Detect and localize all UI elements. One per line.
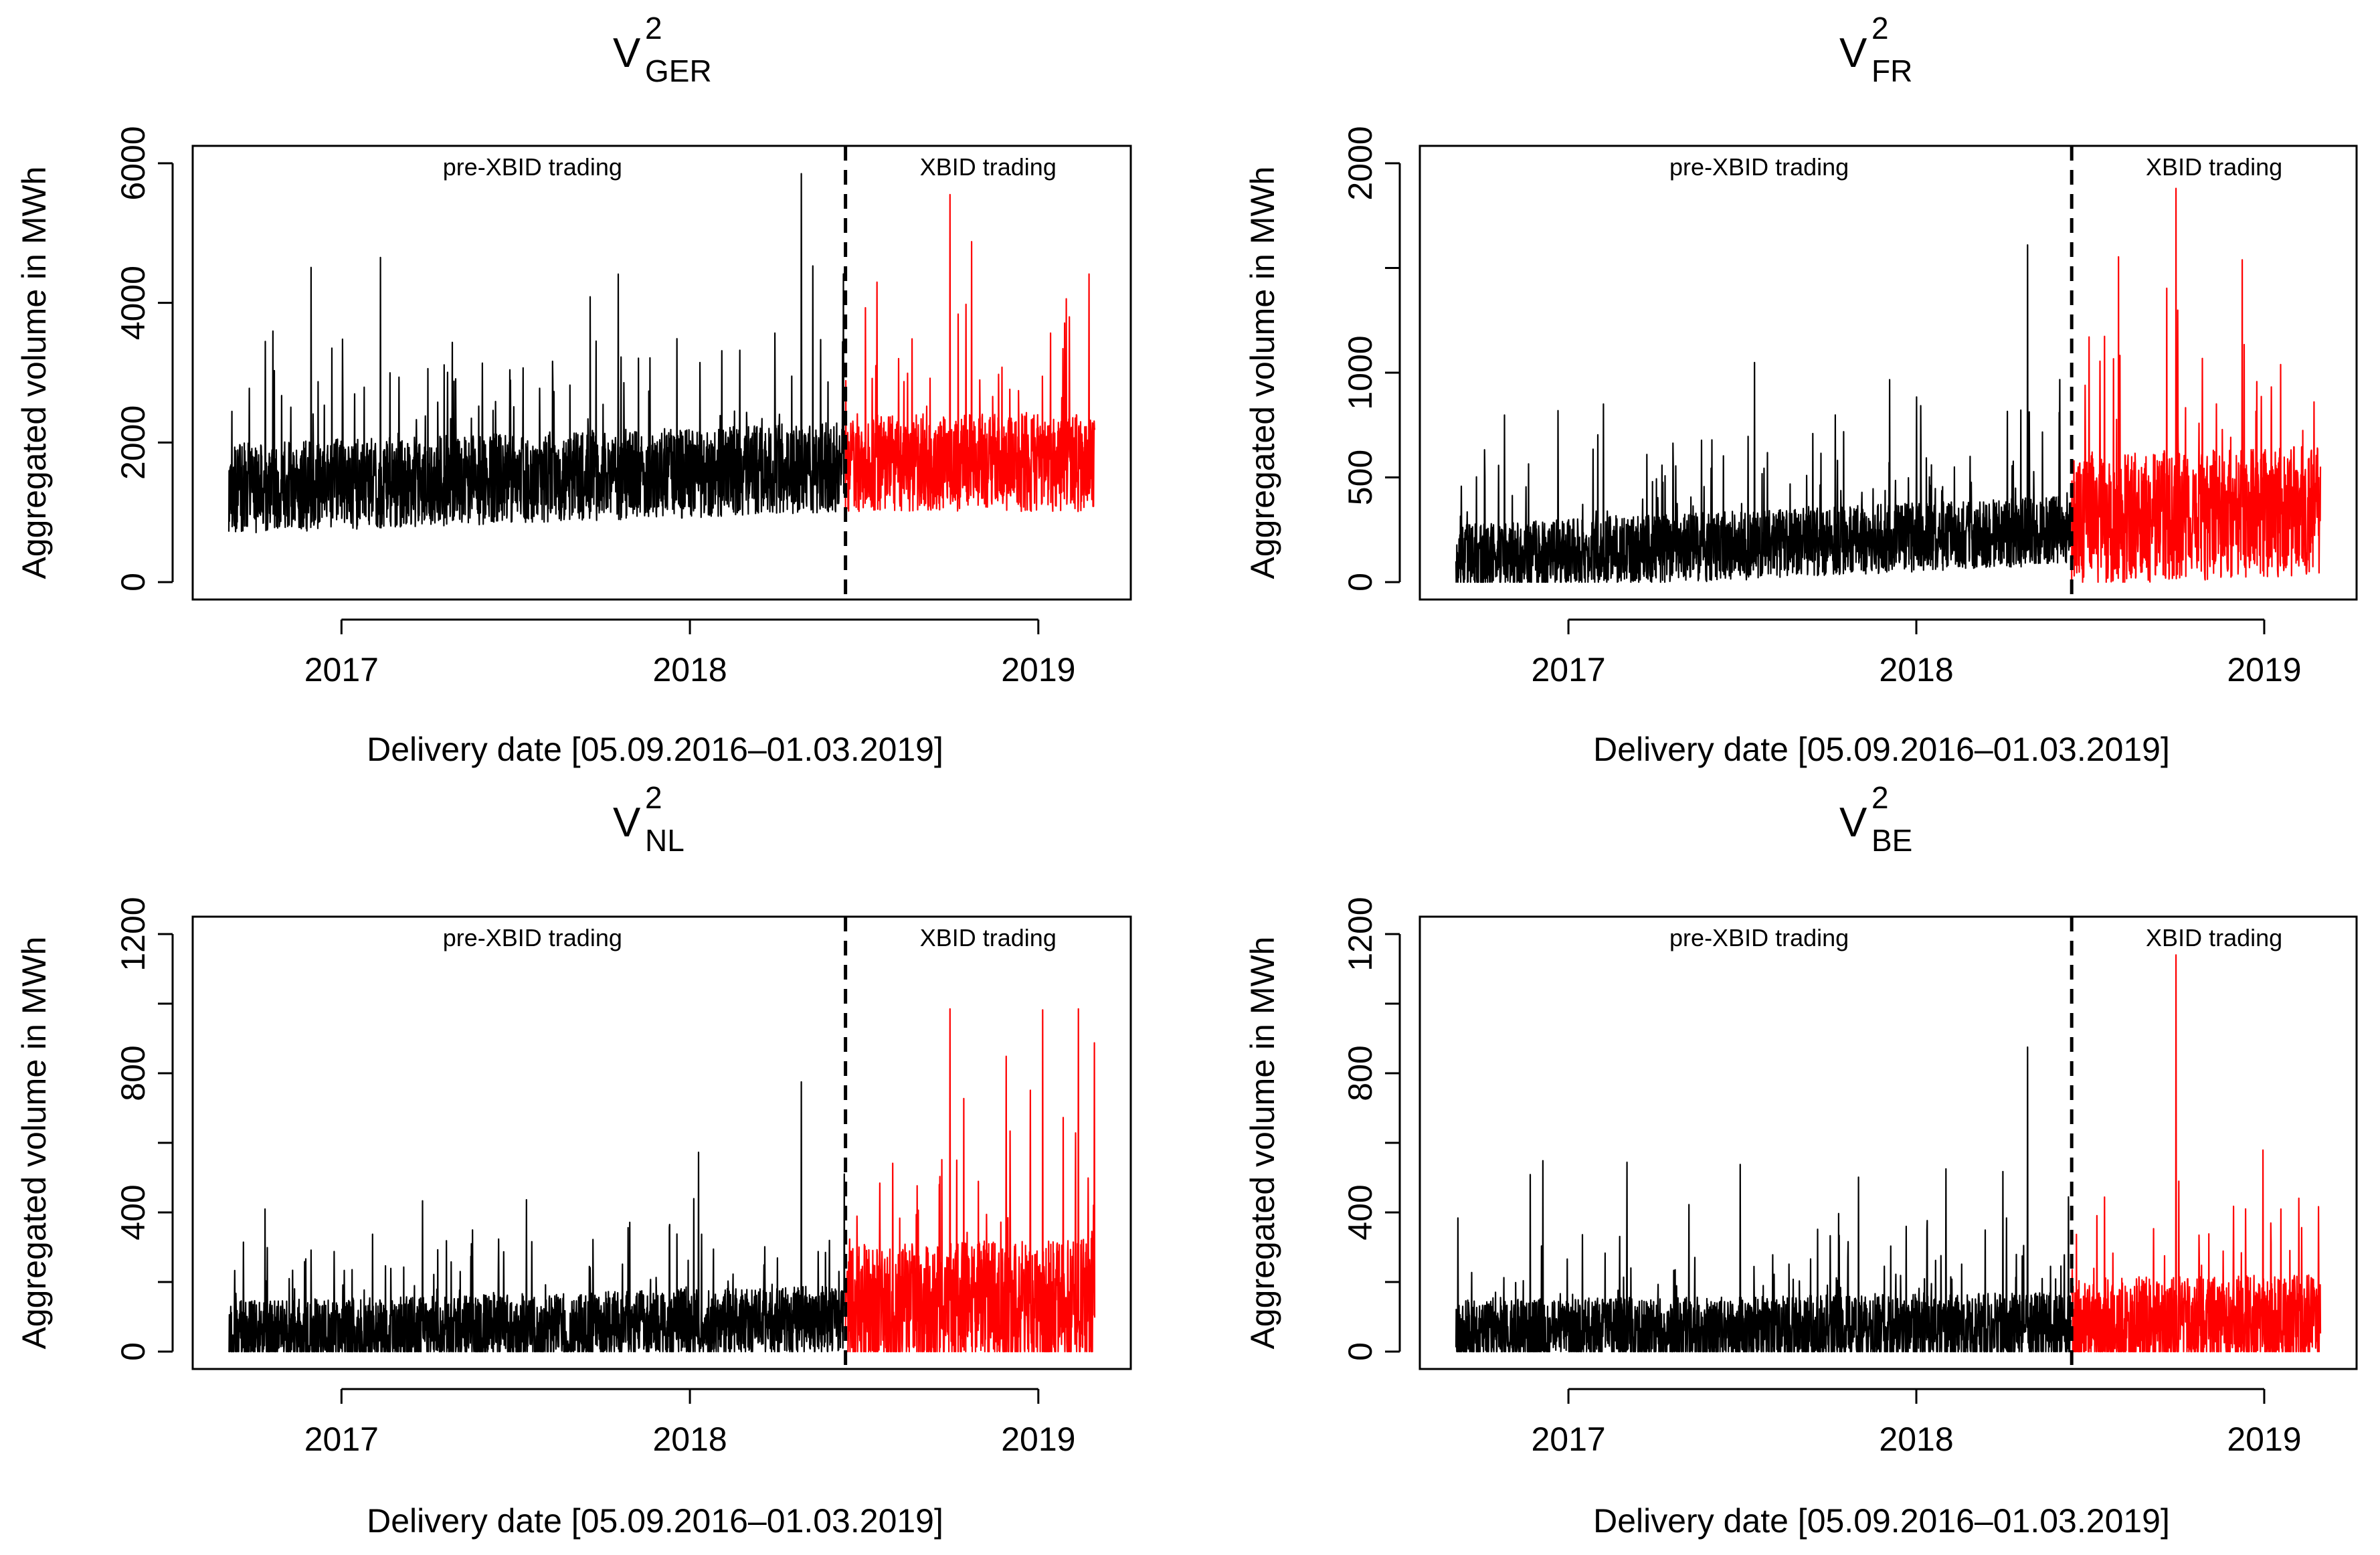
chart-panel-be: 0 400 800 1200 2017 2018 2019 pre-XBID trading X… xyxy=(1244,780,2358,1540)
y-tick-label: 400 xyxy=(114,1184,152,1240)
series-line-pre-xbid xyxy=(227,173,846,533)
annotation-pre-xbid: pre-XBID trading xyxy=(443,924,622,951)
series-line-pre-xbid xyxy=(227,1081,846,1353)
y-axis-title: Aggregated volume in MWh xyxy=(1244,167,1281,579)
x-tick-label: 2019 xyxy=(1001,651,1075,689)
annotation-pre-xbid: pre-XBID trading xyxy=(1669,924,1849,951)
series-line-xbid xyxy=(844,193,1096,513)
y-tick-label: 0 xyxy=(114,1342,152,1361)
y-tick-label: 4000 xyxy=(114,266,152,340)
series-line-xbid xyxy=(844,1008,1096,1353)
x-tick-label: 2019 xyxy=(2227,1421,2301,1458)
x-tick-label: 2018 xyxy=(1879,651,1953,689)
chart-title-subscript: GER xyxy=(645,54,712,88)
y-tick-label: 800 xyxy=(1342,1045,1379,1101)
series-line-xbid xyxy=(2071,187,2322,583)
x-tick-label: 2018 xyxy=(652,651,727,689)
series-line-pre-xbid xyxy=(1455,244,2072,583)
plot-frame xyxy=(1418,145,2358,601)
plot-frame xyxy=(1418,915,2358,1370)
x-axis-title: Delivery date [05.09.2016–01.03.2019] xyxy=(1593,1502,2170,1540)
chart-title-subscript: NL xyxy=(645,823,684,858)
x-tick-label: 2017 xyxy=(304,1421,379,1458)
y-tick-label: 800 xyxy=(114,1045,152,1101)
chart-title: V xyxy=(1839,30,1867,76)
y-tick-label: 1200 xyxy=(114,897,152,971)
chart-title: V xyxy=(1839,800,1867,846)
annotation-pre-xbid: pre-XBID trading xyxy=(443,153,622,181)
series-line-xbid xyxy=(2071,954,2322,1353)
y-tick-label: 500 xyxy=(1342,450,1379,505)
y-tick-label: 2000 xyxy=(1342,126,1379,200)
x-tick-label: 2019 xyxy=(2227,651,2301,689)
chart-title-subscript: FR xyxy=(1871,54,1912,88)
x-axis-title: Delivery date [05.09.2016–01.03.2019] xyxy=(1593,731,2170,768)
y-tick-label: 2000 xyxy=(114,405,152,480)
chart-title-superscript: 2 xyxy=(1871,11,1889,45)
y-tick-label: 6000 xyxy=(114,126,152,200)
chart-title: V xyxy=(613,30,641,76)
series-line-pre-xbid xyxy=(1455,1046,2072,1353)
plot-frame xyxy=(191,145,1132,601)
y-axis-title: Aggregated volume in MWh xyxy=(15,167,53,579)
chart-title-subscript: BE xyxy=(1871,823,1912,858)
annotation-xbid: XBID trading xyxy=(2146,924,2282,951)
y-tick-label: 1000 xyxy=(1342,335,1379,409)
x-tick-label: 2017 xyxy=(1531,651,1605,689)
y-tick-label: 0 xyxy=(114,573,152,591)
annotation-xbid: XBID trading xyxy=(2146,153,2282,181)
chart-title-superscript: 2 xyxy=(645,780,662,815)
y-tick-label: 0 xyxy=(1342,573,1379,591)
chart-title: V xyxy=(613,800,641,846)
annotation-xbid: XBID trading xyxy=(920,924,1057,951)
annotation-xbid: XBID trading xyxy=(920,153,1057,181)
x-tick-label: 2018 xyxy=(1879,1421,1953,1458)
x-tick-label: 2017 xyxy=(304,651,379,689)
x-tick-label: 2017 xyxy=(1531,1421,1605,1458)
x-tick-label: 2019 xyxy=(1001,1421,1075,1458)
chart-title-superscript: 2 xyxy=(1871,780,1889,815)
y-tick-label: 1200 xyxy=(1342,897,1379,971)
x-tick-label: 2018 xyxy=(652,1421,727,1458)
chart-title-superscript: 2 xyxy=(645,11,662,45)
y-tick-label: 0 xyxy=(1342,1342,1379,1361)
y-axis-title: Aggregated volume in MWh xyxy=(15,937,53,1350)
x-axis-title: Delivery date [05.09.2016–01.03.2019] xyxy=(367,1502,943,1540)
annotation-pre-xbid: pre-XBID trading xyxy=(1669,153,1849,181)
chart-panel-nl: 0 400 800 1200 2017 2018 2019 pre-XBID trading X… xyxy=(15,780,1132,1540)
y-tick-label: 400 xyxy=(1342,1184,1379,1240)
x-axis-title: Delivery date [05.09.2016–01.03.2019] xyxy=(367,731,943,768)
plot-frame xyxy=(191,915,1132,1370)
y-axis-title: Aggregated volume in MWh xyxy=(1244,937,1281,1350)
chart-panel-ger: 0 2000 4000 6000 2017 2018 2019 pre-XBID tradin… xyxy=(15,11,1132,768)
chart-panel-fr: 0 500 1000 2000 2017 2018 2019 pre-XBID trading… xyxy=(1244,11,2358,768)
